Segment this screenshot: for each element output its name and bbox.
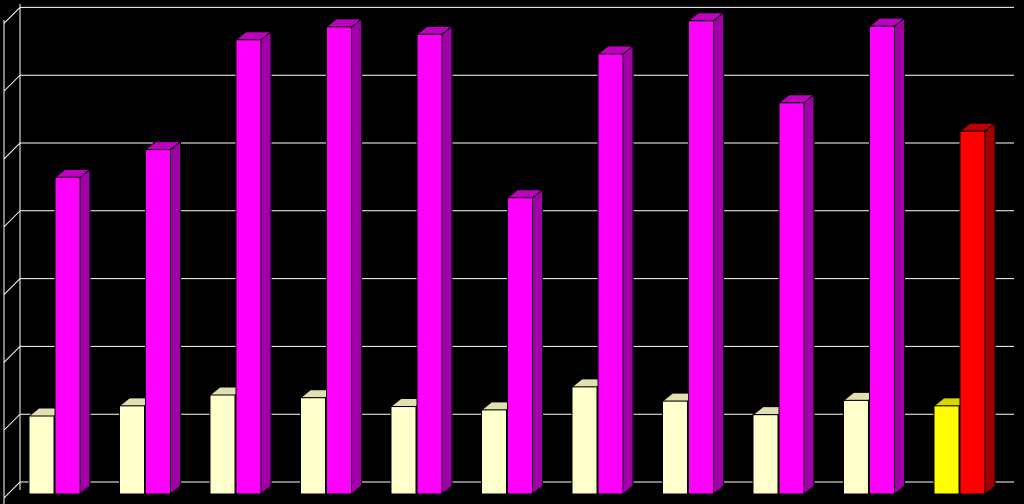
gridline [3,74,1014,92]
gridline [3,6,1014,24]
bar-series2 [777,93,816,496]
bar-series2 [868,17,906,496]
bar-series2 [144,140,182,496]
bar-series2 [506,188,544,496]
bar-series2 [958,122,997,496]
gridline [3,142,1014,160]
bar-series2 [325,17,363,496]
bar-series2 [234,30,273,496]
bars [27,11,997,496]
bar-series2 [53,168,92,496]
bar-series2 [596,44,635,496]
bar-series2 [687,11,725,496]
bar-series2 [415,25,454,496]
